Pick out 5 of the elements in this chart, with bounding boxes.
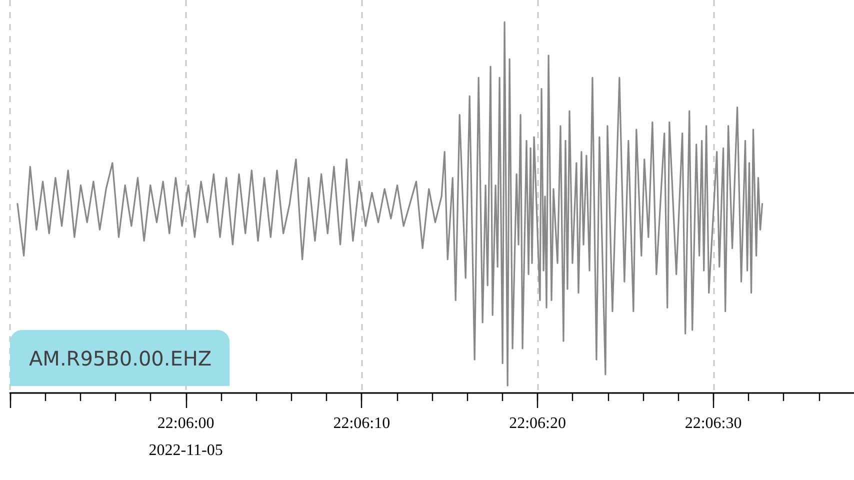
annotation: AM.R95B0.00.EHZ [29, 346, 212, 370]
x-tick-label: 22:06:10 [333, 415, 390, 432]
x-tick-label: 22:06:20 [509, 415, 566, 432]
x-tick-label: 22:06:00 2022-11-05 [148, 415, 223, 459]
x-tick-label: 22:06:30 [684, 415, 742, 432]
